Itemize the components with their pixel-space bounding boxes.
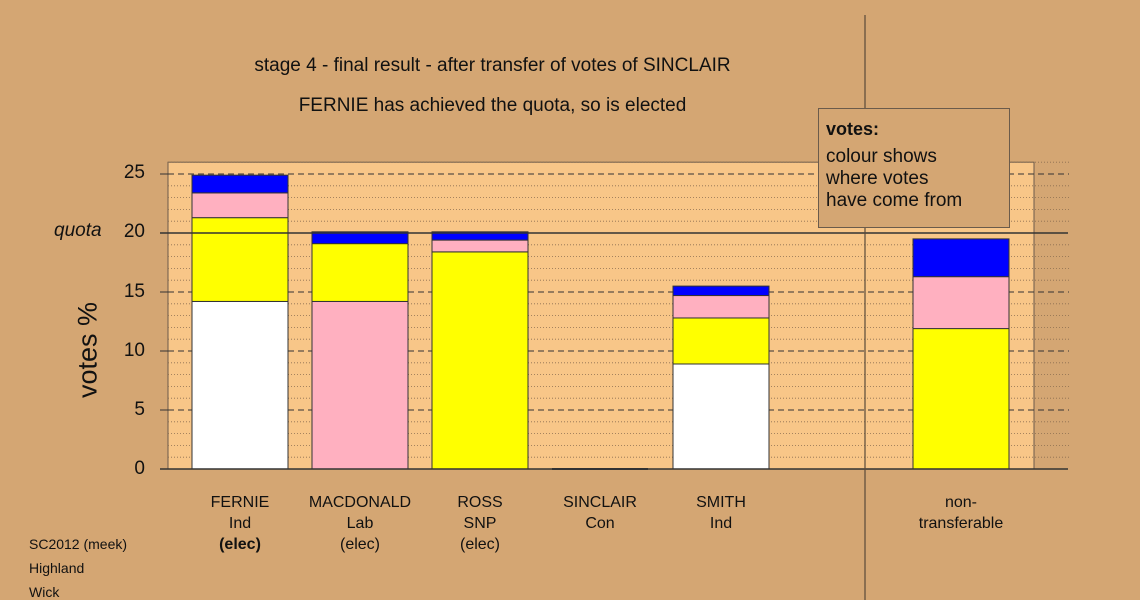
legend-line: where votes: [826, 168, 929, 189]
bar-segment: [311, 300, 409, 470]
bar-segment: [912, 276, 1010, 330]
bar-segment: [672, 317, 770, 365]
candidate-label-smith: SMITH Ind: [661, 492, 781, 534]
y-tick-label: 0: [134, 458, 145, 479]
candidate-party: Lab: [346, 515, 374, 532]
candidate-name: MACDONALD: [308, 494, 412, 511]
quota-label: quota: [54, 220, 102, 241]
bar-segment: [311, 231, 409, 245]
bar-segment: [672, 295, 770, 319]
nontransferable-label: non- transferable: [901, 492, 1021, 534]
y-tick-label: 20: [123, 221, 145, 242]
candidate-status: (elec): [459, 536, 500, 553]
candidate-name: FERNIE: [210, 494, 270, 511]
footer-line: Highland: [29, 560, 85, 576]
footer-line: Wick: [29, 584, 60, 600]
candidate-name: SINCLAIR: [563, 494, 637, 511]
footer-line: SC2012 (meek): [29, 536, 128, 552]
candidate-label-fernie: FERNIE Ind (elec): [180, 492, 300, 555]
y-tick-label: 15: [123, 281, 145, 302]
bar-segment: [191, 217, 289, 302]
y-tick-label: 10: [123, 340, 145, 361]
candidate-label-ross: ROSS SNP (elec): [420, 492, 540, 555]
nontransferable-line: non-: [944, 494, 978, 511]
bar-segment: [672, 363, 770, 470]
candidate-name: ROSS: [457, 494, 503, 511]
bar-segment: [912, 328, 1010, 470]
candidate-name: SMITH: [696, 494, 746, 511]
candidate-party: Ind: [709, 515, 733, 532]
candidate-label-macdonald: MACDONALD Lab (elec): [300, 492, 420, 555]
bar-segment: [431, 251, 529, 470]
bar-segment: [431, 231, 529, 241]
bar-segment: [431, 239, 529, 253]
y-axis-label: votes %: [72, 301, 103, 399]
bar-segment: [191, 300, 289, 470]
candidate-label-sinclair: SINCLAIR Con: [540, 492, 660, 534]
candidate-status: (elec): [219, 536, 261, 553]
bar-segment: [191, 174, 289, 194]
legend-title: votes:: [826, 119, 880, 139]
candidate-status: (elec): [339, 536, 380, 553]
candidate-party: Con: [585, 515, 615, 532]
y-tick-label: 25: [123, 162, 145, 183]
nontransferable-line: transferable: [918, 515, 1004, 532]
bar-segment: [672, 285, 770, 297]
bar-segment: [191, 192, 289, 219]
legend-line: colour shows: [826, 146, 937, 167]
y-tick-label: 5: [134, 399, 145, 420]
chart-subtitle: FERNIE has achieved the quota, so is ele…: [298, 95, 687, 116]
candidate-party: Ind: [228, 515, 252, 532]
legend: votes: colour shows where votes have com…: [818, 108, 1010, 228]
candidate-party: SNP: [463, 515, 497, 532]
chart-title: stage 4 - final result - after transfer …: [254, 55, 731, 76]
bar-segment: [912, 238, 1010, 278]
bar-segment: [311, 243, 409, 302]
legend-line: have come from: [826, 190, 963, 211]
